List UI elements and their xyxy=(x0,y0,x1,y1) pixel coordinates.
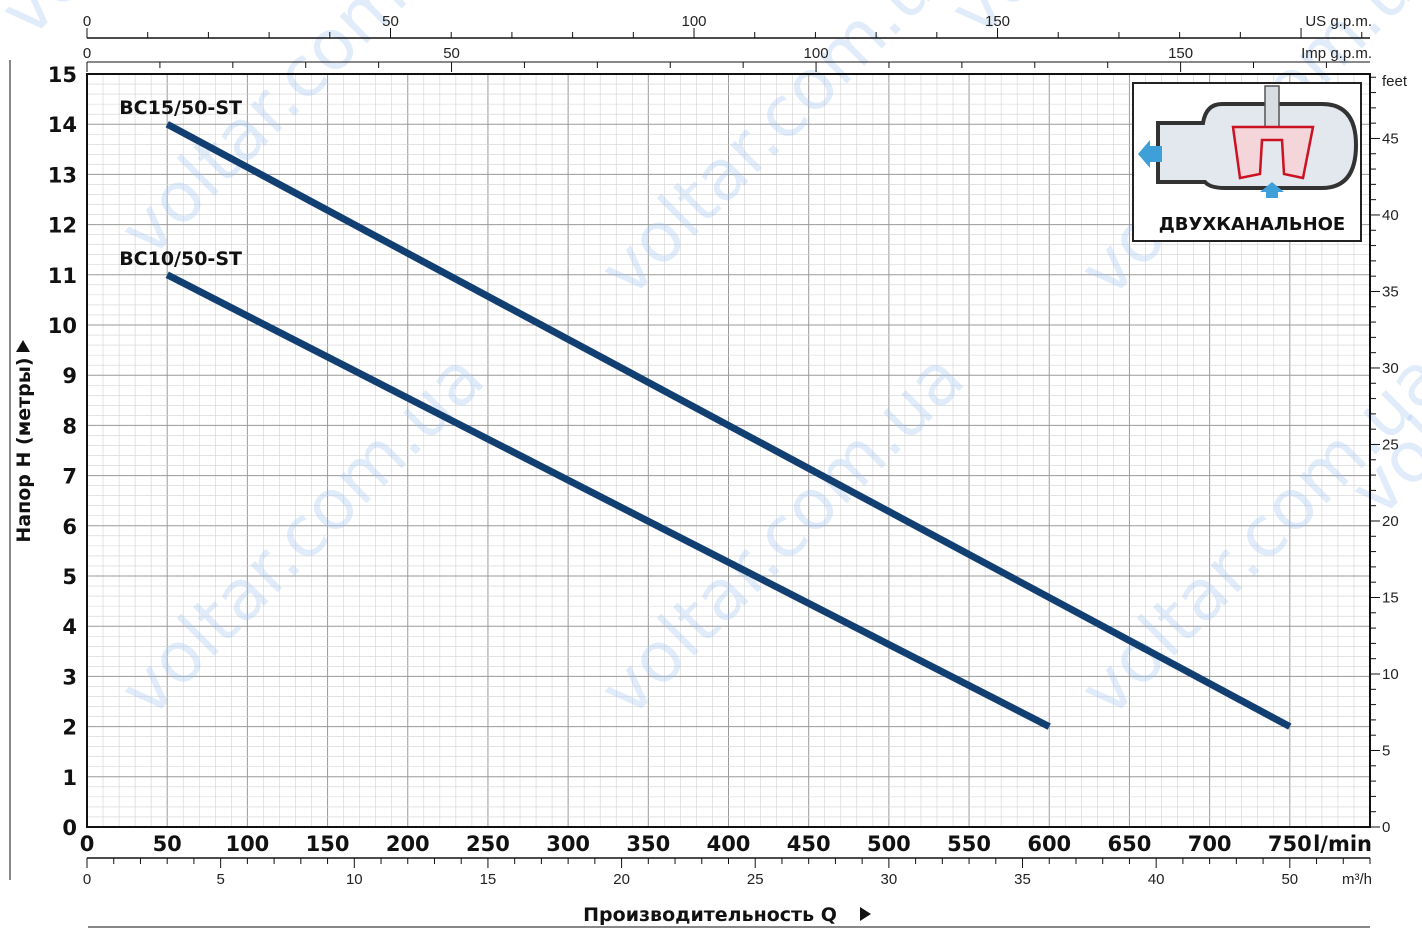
m3h-tick-label: 20 xyxy=(613,871,630,888)
feet-tick-label: 0 xyxy=(1382,819,1390,836)
x-tick-label: 250 xyxy=(466,832,510,856)
m3h-tick-label: 15 xyxy=(480,871,497,888)
feet-tick-label: 5 xyxy=(1382,742,1390,759)
feet-tick-label: 25 xyxy=(1382,436,1399,453)
inset-caption: ДВУХКАНАЛЬНОЕ xyxy=(1159,214,1345,235)
us-gpm-tick-label: 150 xyxy=(985,13,1010,30)
x-tick-label: 450 xyxy=(787,832,831,856)
x-tick-label: 200 xyxy=(386,832,430,856)
y-tick-label: 5 xyxy=(62,565,77,589)
feet-unit-label: feet xyxy=(1382,73,1408,90)
imp-gpm-tick-label: 0 xyxy=(83,45,91,62)
feet-tick-label: 15 xyxy=(1382,589,1399,606)
y-tick-label: 13 xyxy=(48,163,77,187)
series-line xyxy=(165,271,1051,730)
outlet-arrow-icon xyxy=(1138,140,1162,168)
y-tick-label: 2 xyxy=(62,716,77,740)
feet-tick-label: 30 xyxy=(1382,360,1399,377)
feet-tick-label: 45 xyxy=(1382,130,1399,147)
us-gpm-unit-label: US g.p.m. xyxy=(1305,13,1372,30)
x-tick-label: 500 xyxy=(867,832,911,856)
m3h-tick-label: 30 xyxy=(881,871,898,888)
y-tick-label: 8 xyxy=(62,414,77,438)
m3h-tick-label: 50 xyxy=(1281,871,1298,888)
m3h-tick-label: 40 xyxy=(1148,871,1165,888)
x-tick-label: 600 xyxy=(1027,832,1071,856)
x-tick-label: 400 xyxy=(707,832,751,856)
m3h-tick-label: 35 xyxy=(1014,871,1031,888)
x-tick-label: 100 xyxy=(225,832,269,856)
y-tick-label: 0 xyxy=(62,816,77,840)
y-tick-label: 12 xyxy=(48,214,77,238)
feet-tick-label: 35 xyxy=(1382,283,1399,300)
axes xyxy=(9,28,1380,928)
y-tick-label: 10 xyxy=(48,314,77,338)
x-tick-label: 300 xyxy=(546,832,590,856)
feet-tick-label: 20 xyxy=(1382,513,1399,530)
feet-tick-label: 40 xyxy=(1382,207,1399,224)
impeller-inset: ДВУХКАНАЛЬНОЕ xyxy=(1132,82,1362,242)
series-label: BC10/50-ST xyxy=(119,248,242,270)
x-tick-label: 700 xyxy=(1188,832,1232,856)
imp-gpm-unit-label: Imp g.p.m. xyxy=(1301,45,1372,62)
inlet-arrow-icon xyxy=(1260,182,1284,198)
x-axis-arrow-icon xyxy=(860,907,871,921)
y-tick-label: 9 xyxy=(62,364,77,388)
y-tick-label: 4 xyxy=(62,615,77,639)
grid xyxy=(86,73,1371,828)
x-tick-label: 350 xyxy=(626,832,670,856)
m3h-tick-label: 5 xyxy=(216,871,224,888)
y-tick-label: 3 xyxy=(62,665,77,689)
feet-tick-label: 10 xyxy=(1382,666,1399,683)
us-gpm-tick-label: 50 xyxy=(382,13,399,30)
y-tick-label: 14 xyxy=(48,113,77,137)
series-line xyxy=(165,121,1292,730)
x-tick-label: 650 xyxy=(1108,832,1152,856)
x-tick-label: 750 xyxy=(1268,832,1312,856)
y-tick-label: 7 xyxy=(62,465,77,489)
series-layer xyxy=(165,121,1292,730)
x-tick-label: 550 xyxy=(947,832,991,856)
m3h-tick-label: 25 xyxy=(747,871,764,888)
plot-frame xyxy=(86,73,1371,828)
m3h-tick-label: 0 xyxy=(83,871,91,888)
x-axis-title: Производительность Q xyxy=(583,904,837,926)
y-tick-label: 6 xyxy=(62,515,77,539)
m3h-unit-label: m³/h xyxy=(1342,871,1372,888)
x-unit-label: l/min xyxy=(1313,832,1372,856)
x-tick-label: 0 xyxy=(80,832,95,856)
y-tick-label: 15 xyxy=(48,63,77,87)
m3h-tick-label: 10 xyxy=(346,871,363,888)
y-axis-arrow-icon xyxy=(16,340,30,352)
imp-gpm-tick-label: 150 xyxy=(1168,45,1193,62)
x-tick-label: 50 xyxy=(153,832,182,856)
x-tick-label: 150 xyxy=(306,832,350,856)
y-axis-title: Напор H (метры) xyxy=(13,357,35,542)
y-tick-label: 1 xyxy=(62,766,77,790)
series-label: BC15/50-ST xyxy=(119,97,242,119)
y-tick-label: 11 xyxy=(48,264,77,288)
imp-gpm-tick-label: 50 xyxy=(443,45,460,62)
us-gpm-tick-label: 100 xyxy=(682,13,707,30)
us-gpm-tick-label: 0 xyxy=(83,13,91,30)
impeller-shape xyxy=(1231,125,1315,180)
imp-gpm-tick-label: 100 xyxy=(804,45,829,62)
